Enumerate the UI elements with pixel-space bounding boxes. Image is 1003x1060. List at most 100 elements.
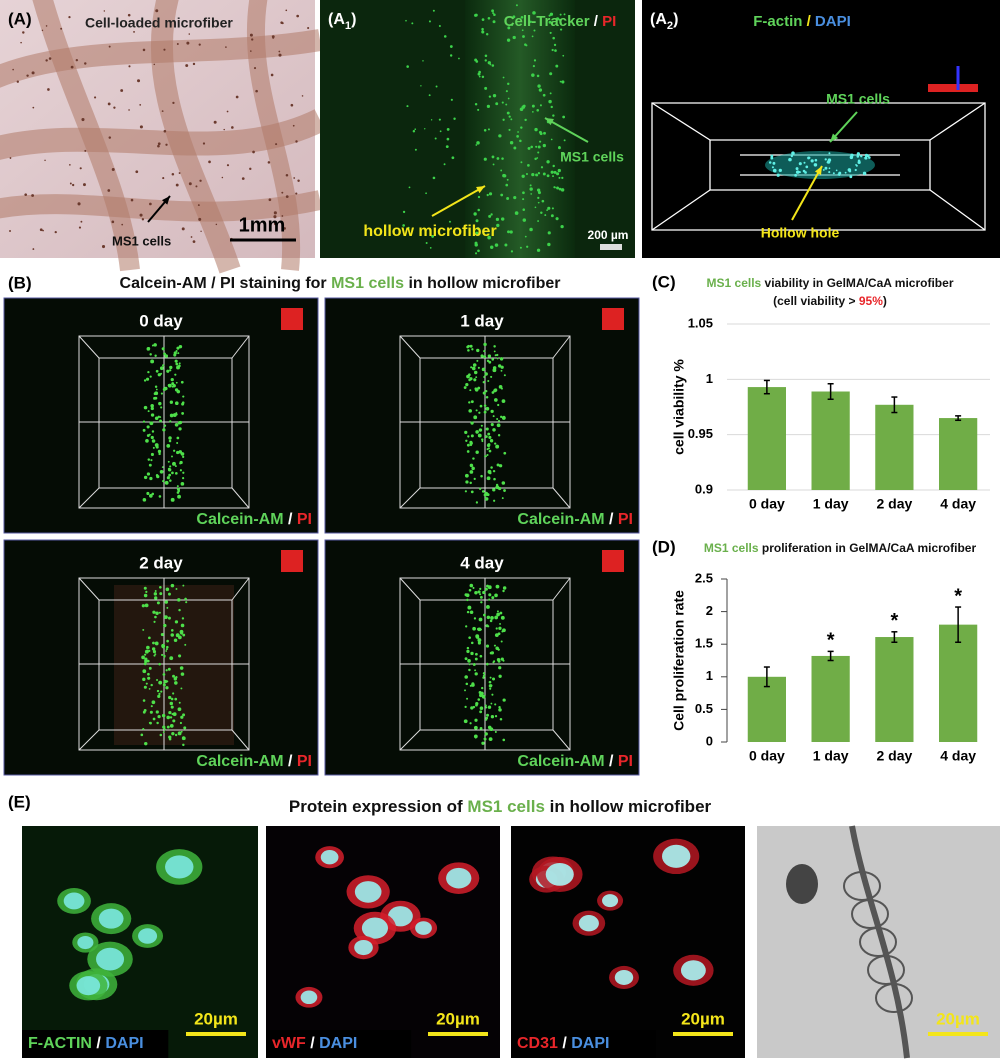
cell <box>176 389 181 394</box>
cell <box>147 659 150 663</box>
cell <box>12 68 14 71</box>
cell <box>173 351 177 355</box>
cell <box>453 117 456 120</box>
cell <box>446 127 450 131</box>
cell <box>167 667 171 671</box>
cell <box>154 590 157 592</box>
cell <box>170 705 174 709</box>
cell <box>180 715 184 719</box>
microfiber <box>114 585 234 745</box>
cell <box>103 10 106 12</box>
cell <box>163 424 167 427</box>
cell <box>483 355 487 359</box>
cell <box>468 401 471 404</box>
cell <box>162 683 166 687</box>
cell <box>489 651 493 655</box>
cell <box>492 428 496 432</box>
cell <box>154 596 158 600</box>
cell <box>133 31 135 33</box>
cell <box>505 103 508 106</box>
cell <box>155 611 159 615</box>
cell <box>510 23 514 26</box>
cell <box>491 358 495 361</box>
cell <box>464 689 466 692</box>
cell <box>481 367 486 372</box>
cell <box>465 383 469 387</box>
cell <box>152 717 156 721</box>
cell <box>293 177 296 179</box>
cell <box>154 615 157 619</box>
cell <box>487 235 491 240</box>
cell <box>477 386 481 390</box>
cell <box>169 369 172 372</box>
cell <box>529 227 533 232</box>
cell <box>464 473 469 478</box>
cell <box>145 439 149 443</box>
cell <box>39 228 43 232</box>
cell <box>139 125 143 129</box>
cell <box>500 657 504 661</box>
cell <box>489 676 492 679</box>
cell <box>466 649 470 654</box>
cell <box>475 219 479 223</box>
cell <box>484 732 488 736</box>
cell <box>281 191 284 194</box>
cell <box>482 672 486 675</box>
cell <box>173 677 178 681</box>
cell <box>180 672 185 676</box>
cell <box>407 226 410 229</box>
cell <box>121 223 124 226</box>
cell <box>185 601 188 604</box>
cell <box>536 157 539 159</box>
cell <box>188 182 192 186</box>
cell <box>139 103 142 106</box>
x-tick-label: 1 day <box>813 748 849 764</box>
cell <box>175 381 178 384</box>
cell <box>178 450 182 454</box>
stain-label-part: Calcein-AM <box>196 511 283 528</box>
panel-label: (E) <box>8 792 31 811</box>
cell <box>283 227 286 230</box>
cell <box>166 715 171 720</box>
cell <box>486 476 491 481</box>
cell <box>146 645 150 650</box>
cell <box>473 378 477 382</box>
cell <box>148 636 151 640</box>
cell <box>434 137 437 140</box>
cell <box>168 473 172 477</box>
cell <box>156 721 159 725</box>
cell <box>537 220 540 222</box>
y-tick-label: 1.05 <box>688 315 713 330</box>
cell <box>493 477 496 481</box>
cell <box>9 157 12 159</box>
cell <box>164 386 168 391</box>
cell <box>425 192 427 195</box>
y-axis-label: cell viability % <box>671 359 687 455</box>
cell <box>146 347 151 351</box>
cell <box>144 657 148 661</box>
cell <box>280 21 283 24</box>
cell <box>166 370 170 373</box>
cell <box>464 657 468 661</box>
panel-label: (A1) <box>328 11 356 32</box>
cell <box>844 171 847 174</box>
cell <box>484 455 487 458</box>
cell <box>538 130 542 134</box>
cell <box>221 176 224 179</box>
image-title-part: PI <box>602 13 616 30</box>
cell <box>149 353 152 356</box>
cell <box>183 726 187 730</box>
cell <box>179 629 184 634</box>
panel-label: (D) <box>652 537 676 556</box>
bar <box>811 391 850 490</box>
cell <box>770 156 774 160</box>
cell <box>503 374 506 377</box>
cell <box>772 161 776 165</box>
cell <box>489 687 492 690</box>
cell <box>155 710 159 714</box>
cell <box>285 9 288 12</box>
cell <box>496 418 499 421</box>
cell <box>151 492 155 496</box>
cell <box>477 433 482 438</box>
cell <box>495 584 500 589</box>
